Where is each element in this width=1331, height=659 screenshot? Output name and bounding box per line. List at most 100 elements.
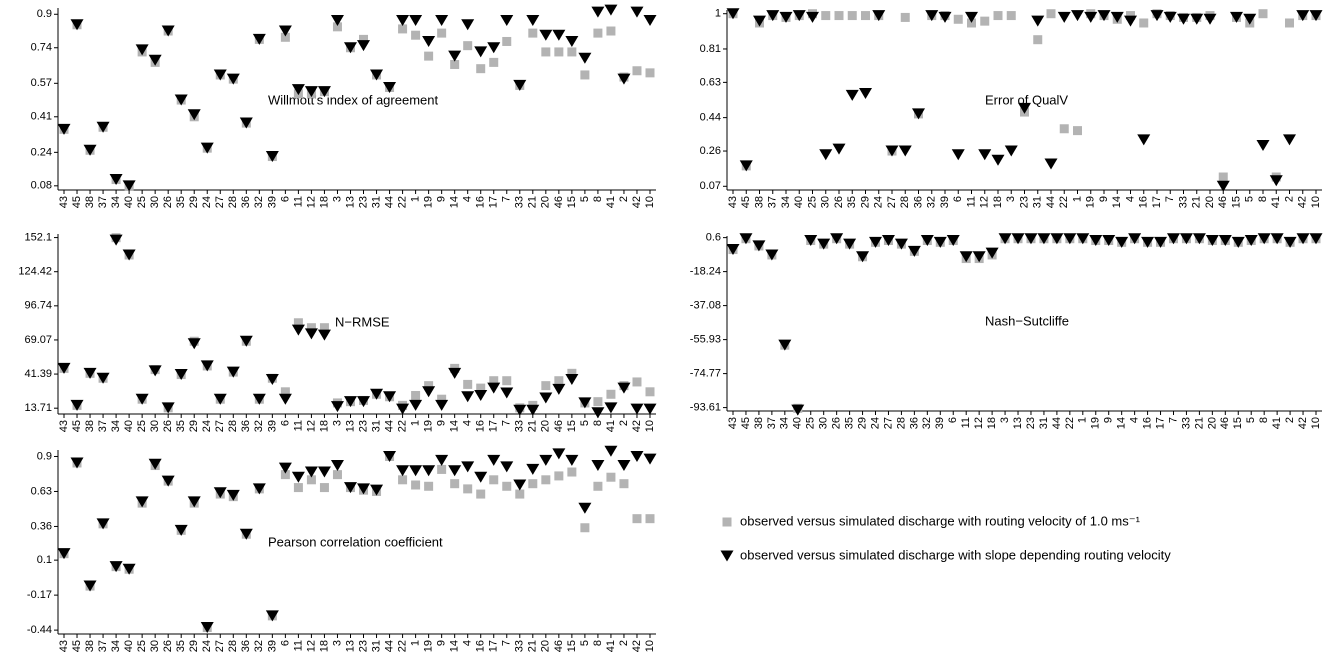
- triangle-marker: [552, 29, 566, 41]
- x-tick-label: 23: [357, 640, 369, 652]
- x-tick-label: 17: [1151, 196, 1163, 208]
- triangle-marker: [500, 461, 514, 473]
- triangle-marker: [226, 489, 240, 501]
- triangle-marker: [135, 44, 149, 56]
- square-marker: [489, 475, 499, 485]
- x-tick-label: 36: [908, 417, 920, 429]
- square-marker: [993, 11, 1003, 21]
- x-tick-label: 13: [344, 640, 356, 652]
- triangle-marker: [792, 10, 806, 22]
- square-marker: [463, 379, 473, 389]
- y-tick-label: 13.71: [24, 402, 52, 414]
- square-marker: [606, 26, 616, 36]
- square-marker: [450, 479, 460, 489]
- triangle-marker: [200, 142, 214, 154]
- triangle-marker: [487, 382, 501, 394]
- x-tick-label: 14: [449, 420, 461, 432]
- triangle-marker: [370, 388, 384, 400]
- triangle-marker: [1269, 175, 1283, 187]
- x-tick-label: 29: [188, 420, 200, 432]
- square-marker: [293, 318, 303, 328]
- x-tick-label: 37: [97, 420, 109, 432]
- triangle-marker: [122, 180, 136, 192]
- triangle-marker: [174, 369, 188, 381]
- triangle-marker: [239, 528, 253, 540]
- triangle-marker: [122, 563, 136, 575]
- x-tick-label: 33: [1177, 196, 1189, 208]
- triangle-marker: [83, 144, 97, 156]
- square-marker: [280, 32, 290, 42]
- x-tick-label: 32: [253, 640, 265, 652]
- x-tick-label: 15: [566, 420, 578, 432]
- x-tick-label: 2: [618, 640, 630, 646]
- triangle-marker: [817, 238, 831, 250]
- x-tick-label: 1: [1077, 417, 1089, 423]
- triangle-marker: [291, 471, 305, 483]
- x-tick-label: 41: [605, 196, 617, 208]
- square-marker: [319, 323, 329, 333]
- triangle-marker: [187, 338, 201, 350]
- triangle-marker: [1110, 11, 1124, 23]
- square-marker: [502, 376, 512, 386]
- x-tick-label: 38: [84, 640, 96, 652]
- x-tick-label: 23: [357, 420, 369, 432]
- x-tick-label: 32: [926, 196, 938, 208]
- square-marker: [1258, 9, 1268, 19]
- square-marker: [632, 377, 642, 387]
- x-tick-label: 24: [873, 196, 885, 208]
- triangle-marker: [869, 236, 883, 248]
- x-tick-label: 4: [462, 420, 474, 426]
- x-tick-label: 45: [71, 196, 83, 208]
- y-tick-label: 0.9: [37, 450, 52, 462]
- triangle-marker: [1296, 233, 1310, 245]
- triangle-marker: [643, 15, 657, 27]
- x-tick-label: 42: [631, 420, 643, 432]
- x-tick-label: 36: [240, 640, 252, 652]
- x-tick-label: 23: [1025, 417, 1037, 429]
- square-marker: [593, 481, 603, 491]
- triangle-marker: [1205, 235, 1219, 247]
- y-tick-label: 0.24: [31, 146, 52, 158]
- square-marker: [476, 64, 486, 74]
- x-tick-label: 44: [383, 420, 395, 432]
- x-tick-label: 42: [1297, 196, 1309, 208]
- square-marker: [541, 381, 551, 391]
- square-marker: [541, 475, 551, 485]
- x-tick-label: 43: [58, 196, 70, 208]
- square-marker: [567, 368, 577, 378]
- x-tick-label: 22: [1064, 417, 1076, 429]
- square-marker: [489, 376, 499, 386]
- x-tick-label: 9: [436, 420, 448, 426]
- x-tick-label: 26: [831, 417, 843, 429]
- triangle-marker: [526, 404, 540, 416]
- x-tick-label: 14: [449, 196, 461, 208]
- triangle-marker: [317, 86, 331, 98]
- x-tick-label: 5: [579, 420, 591, 426]
- triangle-marker: [881, 235, 895, 247]
- x-tick-label: 46: [1219, 417, 1231, 429]
- x-tick-label: 20: [540, 420, 552, 432]
- x-tick-label: 6: [952, 196, 964, 202]
- triangle-marker: [1283, 236, 1297, 248]
- triangle-marker: [396, 15, 410, 27]
- square-marker: [645, 514, 655, 524]
- triangle-marker: [933, 236, 947, 248]
- triangle-marker: [630, 403, 644, 415]
- triangle-marker: [617, 460, 631, 472]
- x-tick-label: 25: [136, 640, 148, 652]
- x-tick-label: 24: [201, 196, 213, 208]
- triangle-marker: [513, 79, 527, 91]
- triangle-marker: [330, 401, 344, 413]
- x-tick-label: 14: [1111, 196, 1123, 208]
- triangle-marker: [552, 383, 566, 395]
- x-tick-label: 12: [973, 417, 985, 429]
- triangle-marker: [972, 251, 986, 263]
- x-tick-label: 40: [123, 420, 135, 432]
- triangle-marker: [591, 460, 605, 472]
- triangle-marker: [109, 174, 123, 186]
- triangle-marker: [885, 145, 899, 157]
- x-tick-label: 35: [844, 417, 856, 429]
- x-tick-label: 23: [1018, 196, 1030, 208]
- panel-title: Error of QualV: [985, 92, 1068, 107]
- x-tick-label: 4: [462, 196, 474, 202]
